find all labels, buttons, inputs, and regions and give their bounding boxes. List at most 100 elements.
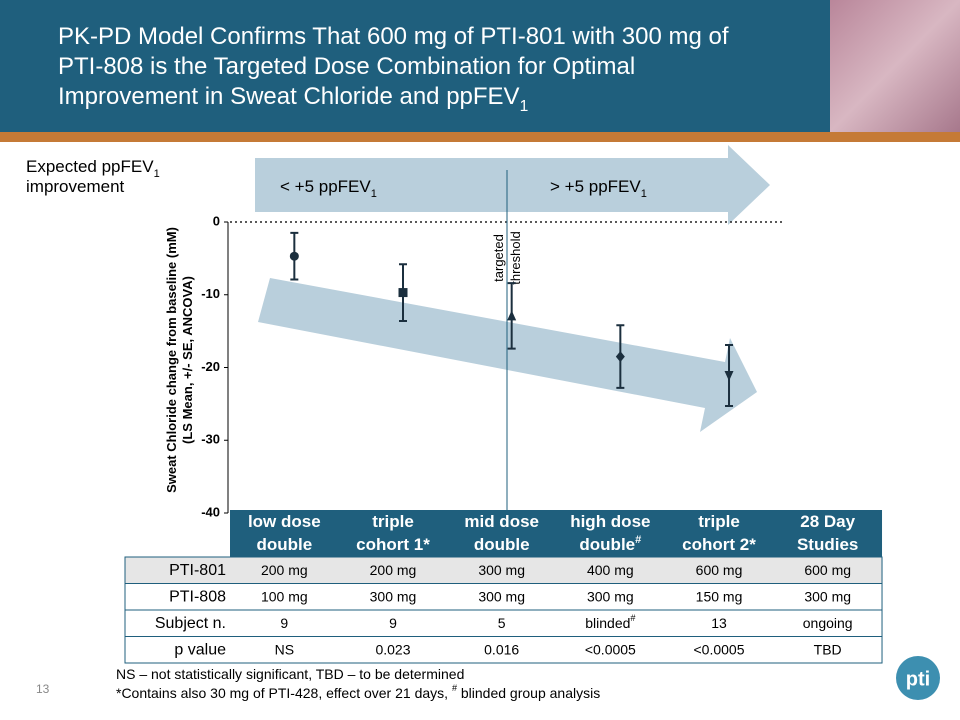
table-cell-part: 600 mg [696,562,743,578]
table-cell-part: 13 [711,615,727,631]
table-cell: 0.016 [484,641,519,657]
table-row [124,556,883,584]
table-cell-part: <0.0005 [585,641,636,657]
title-line: PTI-808 is the Targeted Dose Combination… [58,53,635,80]
expected-label-part: Expected ppFEV [26,157,154,176]
zone-label-sub: 1 [641,188,647,200]
row-label: Subject n. [155,615,226,632]
table-cell: 400 mg [587,562,634,578]
table-cell: ongoing [803,615,853,631]
zone-label-part: > +5 ppFEV [550,177,641,196]
title-line-part: PK-PD Model Confirms That 600 mg of PTI-… [58,23,729,50]
y-axis-label: Sweat Chloride change from baseline (mM) [164,227,179,493]
table-cell: 300 mg [370,588,417,604]
y-tick-label: -30 [201,432,220,447]
title-image [830,0,960,132]
table-cell: 300 mg [587,588,634,604]
table-cell-part: 0.016 [484,641,519,657]
table-cell-part: TBD [814,641,842,657]
table-header-cell: mid dose [464,512,539,531]
table-cell-part: 200 mg [261,562,308,578]
title-line: PK-PD Model Confirms That 600 mg of PTI-… [58,23,729,50]
table-cell-part: 400 mg [587,562,634,578]
table-cell: blinded# [585,613,636,630]
table-header-cell: high dose [570,512,650,531]
table-header-cell: triple [372,512,414,531]
accent-stripe [0,132,960,142]
table-cell-part: 9 [280,615,288,631]
table-header-cell-part: double [256,535,312,554]
table-cell: TBD [814,641,842,657]
y-tick-label: -20 [201,359,220,374]
threshold-label: targeted [491,234,506,282]
footnote-part: *Contains also 30 mg of PTI-428, effect … [116,685,452,701]
table-cell: 300 mg [804,588,851,604]
y-axis-label: (LS Mean, +/- SE, ANCOVA) [180,276,195,444]
table-row [124,609,883,637]
table-cell: 600 mg [696,562,743,578]
table-cell: 150 mg [696,588,743,604]
marker [289,251,299,261]
table-header-cell: 28 Day [800,512,855,531]
table-cell: 0.023 [375,641,410,657]
table-header-cell: cohort 1* [356,535,430,554]
threshold-label: threshold [508,231,523,284]
marker [724,371,734,382]
page-number: 13 [36,682,50,696]
table-cell-part: <0.0005 [694,641,745,657]
table-header-cell: double [474,535,530,554]
table-row [124,636,883,664]
table-cell: 300 mg [478,588,525,604]
table-header-cell-part: Studies [797,535,858,554]
logo-text: pti [906,668,930,690]
row-label: PTI-801 [169,562,226,579]
table-header-cell-part: double [579,535,635,554]
y-axis-label-group: Sweat Chloride change from baseline (mM)… [164,227,195,493]
table-cell: 600 mg [804,562,851,578]
table-cell-sup: # [630,613,636,623]
marker [615,351,625,363]
table-cell: 9 [389,615,397,631]
marker [398,288,408,298]
expected-label: Expected ppFEV1 [26,157,160,179]
table-cell-part: 200 mg [370,562,417,578]
table-cell-part: 300 mg [478,588,525,604]
table-cell-part: 5 [498,615,506,631]
table-header-cell-part: 28 Day [800,512,855,531]
table-header-cell: low dose [248,512,321,531]
threshold-label-group: targeted threshold [491,231,523,284]
table-header-cell: Studies [797,535,858,554]
table-cell-part: NS [275,641,294,657]
table-header [230,510,883,557]
table-header-cell-part: cohort 2* [682,535,756,554]
logo-badge [896,656,940,700]
table-header-cell-part: triple [698,512,740,531]
table-header-cell-part: high dose [570,512,650,531]
y-tick-label: -10 [201,286,220,301]
table-header-cell: cohort 2* [682,535,756,554]
title-line-part: Improvement in Sweat Chloride and ppFEV [58,83,520,110]
table-cell-part: 600 mg [804,562,851,578]
table-cell: 200 mg [370,562,417,578]
table-header-cell-part: triple [372,512,414,531]
table-header-cell-part: mid dose [464,512,539,531]
table-cell: <0.0005 [694,641,745,657]
table-header-cell-part: double [474,535,530,554]
footnote: *Contains also 30 mg of PTI-428, effect … [116,683,600,700]
table-row [124,583,883,611]
table-header-cell-part: cohort 1* [356,535,430,554]
table-header-cell: double [256,535,312,554]
y-tick-label: -40 [201,504,220,519]
row-label: p value [174,642,226,659]
table-cell-part: 300 mg [478,562,525,578]
title-line-sub: 1 [520,98,529,115]
zone-label: > +5 ppFEV1 [550,177,647,199]
table-cell-part: 300 mg [804,588,851,604]
table-cell: 5 [498,615,506,631]
table-cell: 100 mg [261,588,308,604]
expected-label: improvement [26,177,125,196]
title-bar [0,0,830,132]
zone-label: < +5 ppFEV1 [280,177,377,199]
